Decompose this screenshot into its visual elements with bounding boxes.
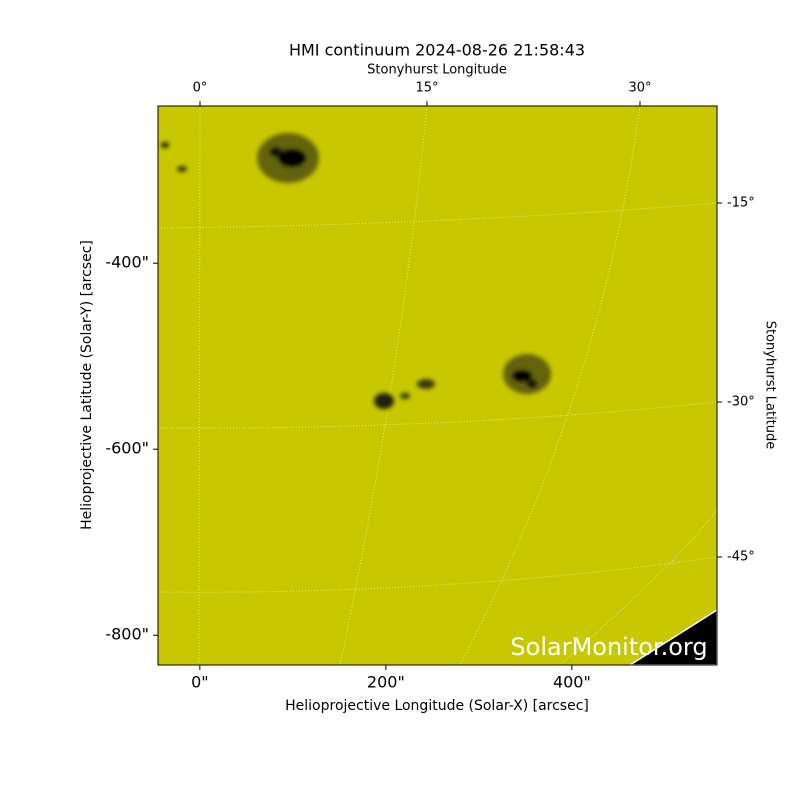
x-axis-label: Helioprojective Longitude (Solar-X) [arc…: [285, 698, 589, 714]
sunspots: [161, 133, 551, 409]
watermark: SolarMonitor.org: [510, 633, 707, 661]
y-axis-label: Helioprojective Latitude (Solar-Y) [arcs…: [79, 240, 95, 530]
latitude-line: [158, 556, 717, 593]
x-tick-label: 0": [191, 673, 209, 692]
y-tick-label: -600": [105, 439, 149, 458]
longitude-line: [459, 106, 641, 665]
latitude-line: [158, 202, 717, 229]
y-tick-label: -800": [105, 625, 149, 644]
right-axis-label: Stonyhurst Latitude: [763, 321, 778, 450]
latitude-line: [158, 401, 717, 429]
x-tick-label: 200": [367, 673, 405, 692]
right-tick-label: -45°: [727, 550, 755, 565]
top-tick-label: 30°: [628, 81, 651, 96]
right-tick-label: -30°: [727, 395, 755, 410]
y-tick-label: -400": [105, 253, 149, 272]
top-axis-label: Stonyhurst Longitude: [367, 63, 507, 78]
image-features: [158, 106, 717, 665]
plot-frame: [157, 105, 718, 666]
longitude-line: [198, 106, 201, 665]
longitude-line: [339, 106, 428, 665]
space-beyond-limb: [628, 609, 717, 665]
chart-title: HMI continuum 2024-08-26 21:58:43: [289, 41, 585, 60]
right-tick-label: -15°: [727, 196, 755, 211]
top-tick-label: 0°: [193, 81, 208, 96]
latitude-line: [559, 509, 717, 665]
x-tick-label: 400": [553, 673, 591, 692]
solar-disk: [158, 106, 717, 665]
top-tick-label: 15°: [415, 81, 438, 96]
